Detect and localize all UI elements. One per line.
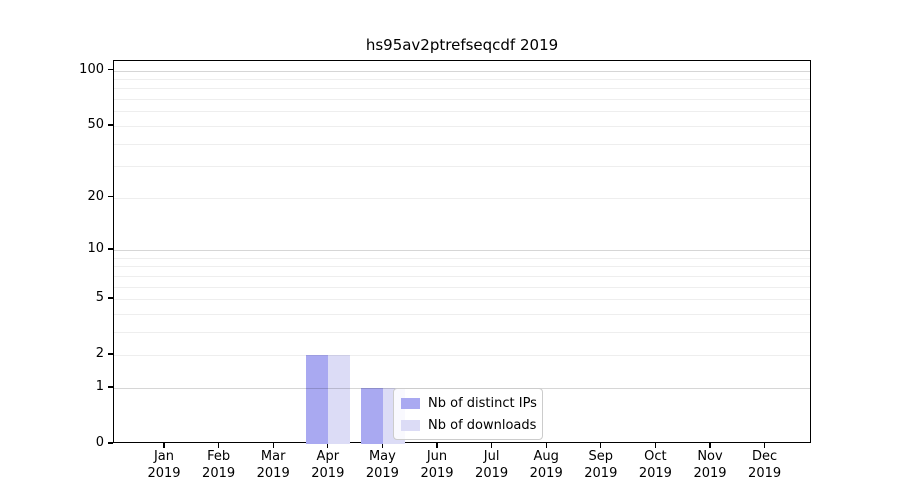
y-tick-mark — [108, 248, 113, 250]
x-tick-month: Jan — [153, 449, 175, 464]
gridline-minor — [114, 125, 810, 127]
y-tick-mark — [108, 442, 113, 444]
gridline-major — [114, 249, 810, 251]
x-tick-mark — [327, 443, 329, 448]
x-tick-year: 2019 — [311, 466, 345, 481]
x-axis-tick-label: Nov 2019 — [683, 448, 737, 482]
x-tick-month: Feb — [207, 449, 231, 464]
x-tick-month: Mar — [260, 449, 286, 464]
gridline-minor — [114, 111, 810, 113]
y-tick-mark — [108, 353, 113, 355]
x-tick-mark — [163, 443, 165, 448]
gridline-minor — [114, 331, 810, 333]
x-tick-mark — [654, 443, 657, 448]
legend-entry-distinct-ips: Nb of distinct IPs — [401, 395, 537, 412]
x-tick-year: 2019 — [365, 466, 399, 481]
x-tick-month: Oct — [644, 449, 667, 464]
gridline-minor — [114, 266, 810, 268]
y-tick-mark — [108, 297, 113, 299]
x-tick-year: 2019 — [202, 466, 236, 481]
x-tick-year: 2019 — [748, 466, 782, 481]
legend-label-downloads: Nb of downloads — [428, 418, 537, 433]
x-axis-tick-label: Jun 2019 — [410, 448, 464, 482]
x-tick-mark — [545, 443, 547, 448]
gridline-minor — [114, 275, 810, 277]
y-axis-tick-label: 50 — [87, 116, 104, 132]
y-axis-tick-label: 10 — [87, 240, 104, 256]
x-axis-tick-label: Apr 2019 — [301, 448, 355, 482]
x-tick-mark — [436, 443, 438, 448]
x-tick-mark — [272, 443, 274, 448]
chart-title: hs95av2ptrefseqcdf 2019 — [365, 36, 559, 54]
x-tick-month: Apr — [316, 449, 340, 464]
x-axis-tick-label: Jul 2019 — [465, 448, 519, 482]
x-tick-mark — [763, 443, 766, 448]
legend-swatch-distinct-ips — [401, 398, 420, 409]
x-tick-month: May — [368, 449, 396, 464]
y-axis-tick-label: 5 — [95, 290, 104, 306]
y-axis-tick-label: 2 — [95, 346, 104, 362]
y-tick-mark — [108, 68, 113, 71]
x-tick-month: Aug — [533, 449, 559, 464]
x-tick-year: 2019 — [529, 466, 563, 481]
gridline-minor — [114, 88, 810, 90]
bar-apr-distinct-ips — [306, 355, 329, 444]
y-axis-tick-label: 100 — [79, 61, 104, 77]
x-tick-year: 2019 — [420, 466, 454, 481]
legend: Nb of distinct IPs Nb of downloads — [393, 388, 543, 440]
y-tick-mark — [108, 124, 113, 126]
gridline-minor — [114, 99, 810, 101]
x-axis-tick-label: Mar 2019 — [246, 448, 300, 482]
x-axis-tick-label: Jan 2019 — [137, 448, 191, 482]
y-axis-tick-label: 0 — [95, 435, 104, 450]
x-tick-month: Dec — [752, 449, 778, 464]
x-tick-year: 2019 — [475, 466, 509, 481]
x-axis-tick-label: Oct 2019 — [628, 448, 682, 482]
gridline-major — [114, 70, 810, 72]
bar-apr-downloads — [328, 355, 351, 444]
x-tick-month: Jul — [483, 449, 500, 464]
legend-swatch-downloads — [401, 420, 420, 431]
legend-entry-downloads: Nb of downloads — [401, 417, 537, 434]
gridline-minor — [114, 166, 810, 168]
x-tick-year: 2019 — [638, 466, 672, 481]
x-tick-year: 2019 — [693, 466, 727, 481]
y-axis-tick-label: 1 — [95, 378, 104, 394]
x-tick-mark — [709, 443, 711, 448]
x-tick-month: Sep — [588, 449, 614, 464]
gridline-minor — [114, 257, 810, 259]
x-tick-year: 2019 — [256, 466, 290, 481]
gridline-minor — [114, 286, 810, 288]
bar-may-distinct-ips — [360, 387, 383, 444]
gridline-minor — [114, 299, 810, 301]
x-axis-tick-label: Sep 2019 — [574, 448, 628, 482]
x-tick-month: Nov — [697, 449, 723, 464]
x-tick-year: 2019 — [147, 466, 181, 481]
x-tick-mark — [490, 443, 493, 448]
legend-label-distinct-ips: Nb of distinct IPs — [428, 396, 537, 411]
x-tick-mark — [217, 443, 220, 448]
gridline-minor — [114, 79, 810, 81]
y-tick-mark — [108, 386, 113, 388]
gridline-minor — [114, 355, 810, 357]
x-tick-mark — [381, 443, 384, 448]
x-axis-tick-label: May 2019 — [355, 448, 409, 482]
x-tick-year: 2019 — [584, 466, 618, 481]
plot-area — [113, 60, 811, 444]
x-axis-tick-label: Feb 2019 — [192, 448, 246, 482]
x-tick-month: Jun — [426, 449, 448, 464]
gridline-minor — [114, 197, 810, 199]
gridline-minor — [114, 143, 810, 145]
x-axis-tick-label: Dec 2019 — [738, 448, 792, 482]
gridline-minor — [114, 313, 810, 315]
y-axis-tick-label: 20 — [87, 188, 104, 204]
x-tick-mark — [600, 443, 602, 448]
y-tick-mark — [108, 195, 113, 198]
x-axis-tick-label: Aug 2019 — [519, 448, 573, 482]
